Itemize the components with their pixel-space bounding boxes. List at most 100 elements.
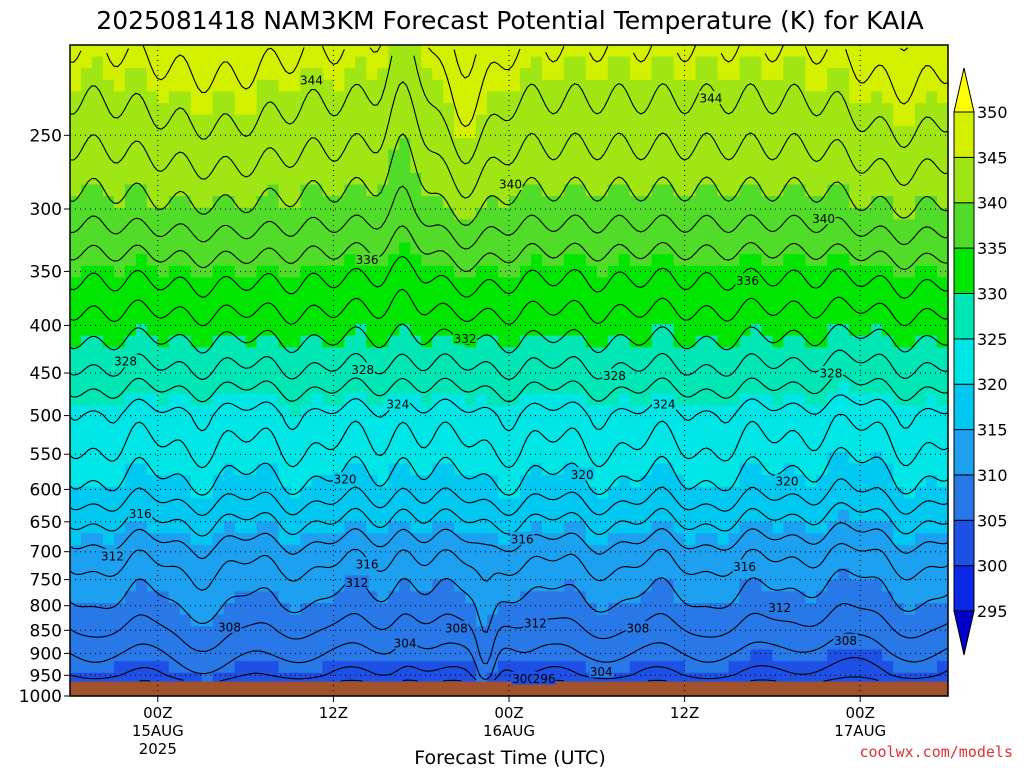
field-cell — [102, 172, 115, 186]
field-cell — [849, 498, 861, 511]
field-cell — [607, 382, 620, 395]
field-cell — [388, 672, 400, 685]
field-cell — [728, 475, 741, 488]
field-cell — [190, 603, 203, 616]
field-cell — [70, 382, 82, 395]
field-cell — [684, 603, 697, 616]
field-cell — [838, 544, 850, 558]
field-cell — [344, 114, 356, 127]
field-cell — [487, 417, 499, 430]
field-cell — [113, 114, 126, 127]
field-cell — [245, 207, 258, 220]
field-cell — [893, 79, 905, 93]
field-cell — [245, 498, 258, 511]
field-cell — [498, 114, 510, 127]
field-cell — [322, 486, 334, 499]
field-cell — [662, 626, 675, 639]
field-cell — [388, 68, 400, 81]
field-cell — [146, 440, 159, 453]
field-cell — [739, 370, 752, 383]
field-cell — [124, 533, 137, 546]
field-cell — [179, 428, 192, 441]
field-cell — [135, 312, 148, 325]
field-cell — [190, 161, 203, 174]
field-cell — [871, 68, 883, 81]
field-cell — [728, 126, 741, 139]
field-cell — [651, 335, 664, 348]
field-cell — [860, 149, 872, 162]
field-cell — [827, 196, 839, 209]
field-cell — [772, 544, 784, 558]
field-cell — [618, 626, 631, 639]
field-cell — [816, 417, 828, 430]
field-cell — [629, 579, 642, 592]
field-cell — [168, 521, 181, 534]
field-cell — [366, 219, 378, 232]
field-cell — [651, 196, 664, 209]
field-cell — [278, 289, 291, 302]
field-cell — [739, 637, 752, 651]
field-cell — [816, 463, 828, 476]
field-cell — [498, 138, 510, 151]
field-cell — [816, 451, 828, 465]
field-cell — [256, 672, 269, 685]
field-cell — [476, 91, 488, 104]
field-cell — [838, 626, 850, 639]
field-cell — [838, 347, 850, 360]
field-cell — [278, 219, 291, 232]
field-cell — [355, 614, 367, 627]
field-cell — [717, 579, 730, 592]
field-cell — [311, 219, 324, 232]
field-cell — [849, 672, 861, 685]
field-cell — [574, 149, 587, 162]
field-cell — [278, 614, 291, 627]
field-cell — [465, 172, 477, 186]
field-cell — [838, 556, 850, 569]
field-cell — [80, 91, 93, 104]
field-cell — [541, 637, 554, 651]
field-cell — [432, 521, 444, 534]
field-cell — [322, 463, 334, 476]
field-cell — [651, 428, 664, 441]
field-cell — [728, 196, 741, 209]
field-cell — [882, 103, 894, 116]
field-cell — [300, 335, 313, 348]
field-cell — [70, 370, 82, 383]
field-cell — [410, 347, 422, 360]
field-cell — [860, 475, 872, 488]
field-cell — [772, 300, 784, 313]
field-cell — [596, 486, 609, 499]
field-cell — [234, 428, 247, 441]
field-cell — [849, 451, 861, 465]
field-cell — [432, 45, 444, 58]
field-cell — [267, 544, 280, 558]
field-cell — [926, 324, 938, 337]
field-cell — [432, 475, 444, 488]
field-cell — [739, 172, 752, 186]
field-cell — [201, 544, 214, 558]
field-cell — [596, 533, 609, 546]
field-cell — [278, 393, 291, 406]
field-cell — [827, 428, 839, 441]
field-cell — [355, 405, 367, 418]
field-cell — [805, 277, 817, 290]
field-cell — [443, 242, 455, 255]
field-cell — [728, 451, 741, 465]
field-cell — [300, 289, 313, 302]
field-cell — [113, 277, 126, 290]
field-cell — [673, 533, 686, 546]
field-cell — [421, 370, 433, 383]
field-cell — [772, 265, 784, 279]
field-cell — [640, 498, 653, 511]
field-cell — [344, 510, 356, 523]
field-cell — [70, 114, 82, 127]
colorbar-swatch — [953, 338, 975, 385]
field-cell — [300, 428, 313, 441]
field-cell — [684, 498, 697, 511]
field-cell — [673, 486, 686, 499]
field-cell — [146, 289, 159, 302]
field-cell — [465, 556, 477, 569]
field-cell — [629, 405, 642, 418]
field-cell — [750, 544, 763, 558]
field-cell — [256, 312, 269, 325]
